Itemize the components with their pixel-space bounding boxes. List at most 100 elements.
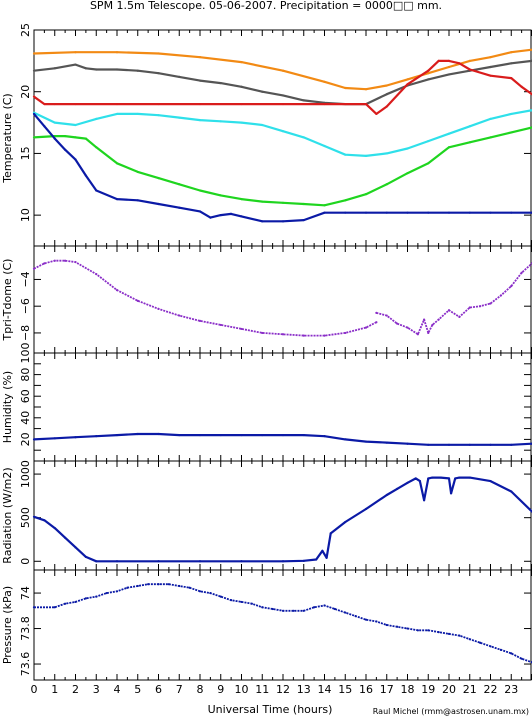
- data-point-gray: [95, 68, 98, 71]
- data-point-purple: [385, 314, 388, 317]
- data-point-blue: [406, 442, 409, 445]
- panel-0: 10 15 20 25 Temperature (C): [1, 23, 532, 247]
- data-point-blue: [74, 546, 77, 549]
- y-tick-label: 60: [19, 389, 32, 403]
- data-point-gray: [447, 73, 451, 76]
- data-point-red: [115, 102, 119, 106]
- data-point-blue: [115, 433, 119, 437]
- data-point-gray: [510, 62, 513, 65]
- data-point-blue: [364, 507, 368, 511]
- data-point-blue: [302, 559, 305, 562]
- data-point-gray: [157, 72, 160, 75]
- data-point-green: [64, 135, 67, 138]
- data-point-blue: [157, 202, 160, 206]
- data-point-blue: [510, 443, 513, 446]
- y-tick-label: 73.8: [19, 616, 32, 641]
- data-point-blue: [439, 476, 442, 479]
- data-point-gray: [427, 78, 430, 81]
- data-point-blue: [198, 560, 202, 563]
- panel-1: −8 −6 −4 Tpri-Tdome (C): [1, 245, 532, 354]
- x-tick-label: 18: [401, 683, 415, 696]
- data-point-cyan: [74, 123, 77, 127]
- data-point-blue: [74, 158, 77, 161]
- data-point-blue: [198, 590, 202, 593]
- data-point-blue: [510, 490, 513, 493]
- data-point-blue: [198, 210, 202, 213]
- data-point-blue: [240, 600, 243, 604]
- data-point-cyan: [447, 132, 451, 135]
- data-point-orange: [240, 60, 243, 64]
- x-tick-label: 14: [318, 683, 332, 696]
- data-point-blue: [43, 519, 46, 522]
- data-point-blue: [427, 443, 430, 446]
- y-tick-label: 74: [19, 586, 32, 600]
- data-point-gray: [385, 93, 388, 96]
- data-point-blue: [115, 590, 119, 593]
- data-point-blue: [313, 606, 316, 609]
- data-point-orange: [74, 51, 77, 54]
- data-point-blue: [427, 477, 430, 480]
- data-point-blue: [458, 476, 461, 479]
- data-point-green: [364, 193, 368, 196]
- data-point-purple: [115, 289, 119, 292]
- data-point-blue: [95, 560, 98, 563]
- data-point-green: [406, 172, 409, 175]
- panel-frame: [33, 245, 532, 354]
- data-point-cyan: [468, 125, 471, 128]
- data-point-cyan: [323, 144, 326, 148]
- data-point-blue: [489, 443, 492, 446]
- x-tick-label: 13: [297, 683, 311, 696]
- data-point-red: [323, 102, 326, 106]
- data-point-blue: [385, 441, 388, 444]
- data-point-purple: [468, 306, 471, 309]
- data-point-blue: [489, 211, 492, 214]
- data-point-purple: [43, 262, 46, 265]
- data-point-gray: [281, 94, 285, 97]
- data-point-green: [136, 170, 139, 174]
- data-point-cyan: [219, 120, 222, 123]
- data-point-red: [458, 62, 461, 65]
- x-tick-label: 15: [338, 683, 352, 696]
- data-point-blue: [416, 629, 419, 632]
- y-tick-label: 15: [19, 146, 32, 160]
- data-point-purple: [261, 331, 264, 335]
- x-tick-label: 19: [421, 683, 435, 696]
- data-point-blue: [136, 199, 139, 202]
- x-tick-label: 4: [114, 683, 121, 696]
- data-point-blue: [157, 583, 160, 586]
- data-point-red: [489, 74, 492, 77]
- series-line-cyan: [33, 109, 532, 157]
- data-point-blue: [281, 433, 285, 437]
- data-point-blue: [302, 433, 305, 437]
- data-point-blue: [32, 112, 36, 116]
- data-point-cyan: [136, 112, 139, 116]
- data-point-purple: [32, 267, 36, 270]
- data-point-cyan: [240, 121, 243, 124]
- data-point-cyan: [281, 130, 285, 133]
- data-point-blue: [323, 604, 326, 607]
- data-point-red: [198, 102, 202, 106]
- x-tick-label: 2: [72, 683, 79, 696]
- data-point-blue: [53, 437, 56, 440]
- data-point-cyan: [385, 152, 388, 155]
- data-point-orange: [32, 52, 36, 55]
- data-point-green: [74, 136, 77, 139]
- series-line-purple: [376, 262, 532, 336]
- data-point-blue: [454, 477, 457, 480]
- data-point-blue: [32, 606, 36, 609]
- data-point-red: [74, 102, 77, 106]
- data-point-green: [323, 204, 326, 207]
- data-point-orange: [510, 51, 513, 54]
- data-point-green: [219, 194, 222, 197]
- data-point-red: [406, 83, 409, 86]
- data-point-purple: [53, 259, 56, 262]
- y-tick-label: 0: [19, 558, 32, 565]
- data-point-red: [468, 68, 471, 71]
- data-point-red: [364, 102, 368, 106]
- series-line-purple: [33, 259, 377, 337]
- data-point-cyan: [198, 119, 202, 122]
- y-tick-label: 100: [19, 343, 32, 364]
- data-point-blue: [323, 211, 326, 214]
- data-point-blue: [447, 477, 451, 480]
